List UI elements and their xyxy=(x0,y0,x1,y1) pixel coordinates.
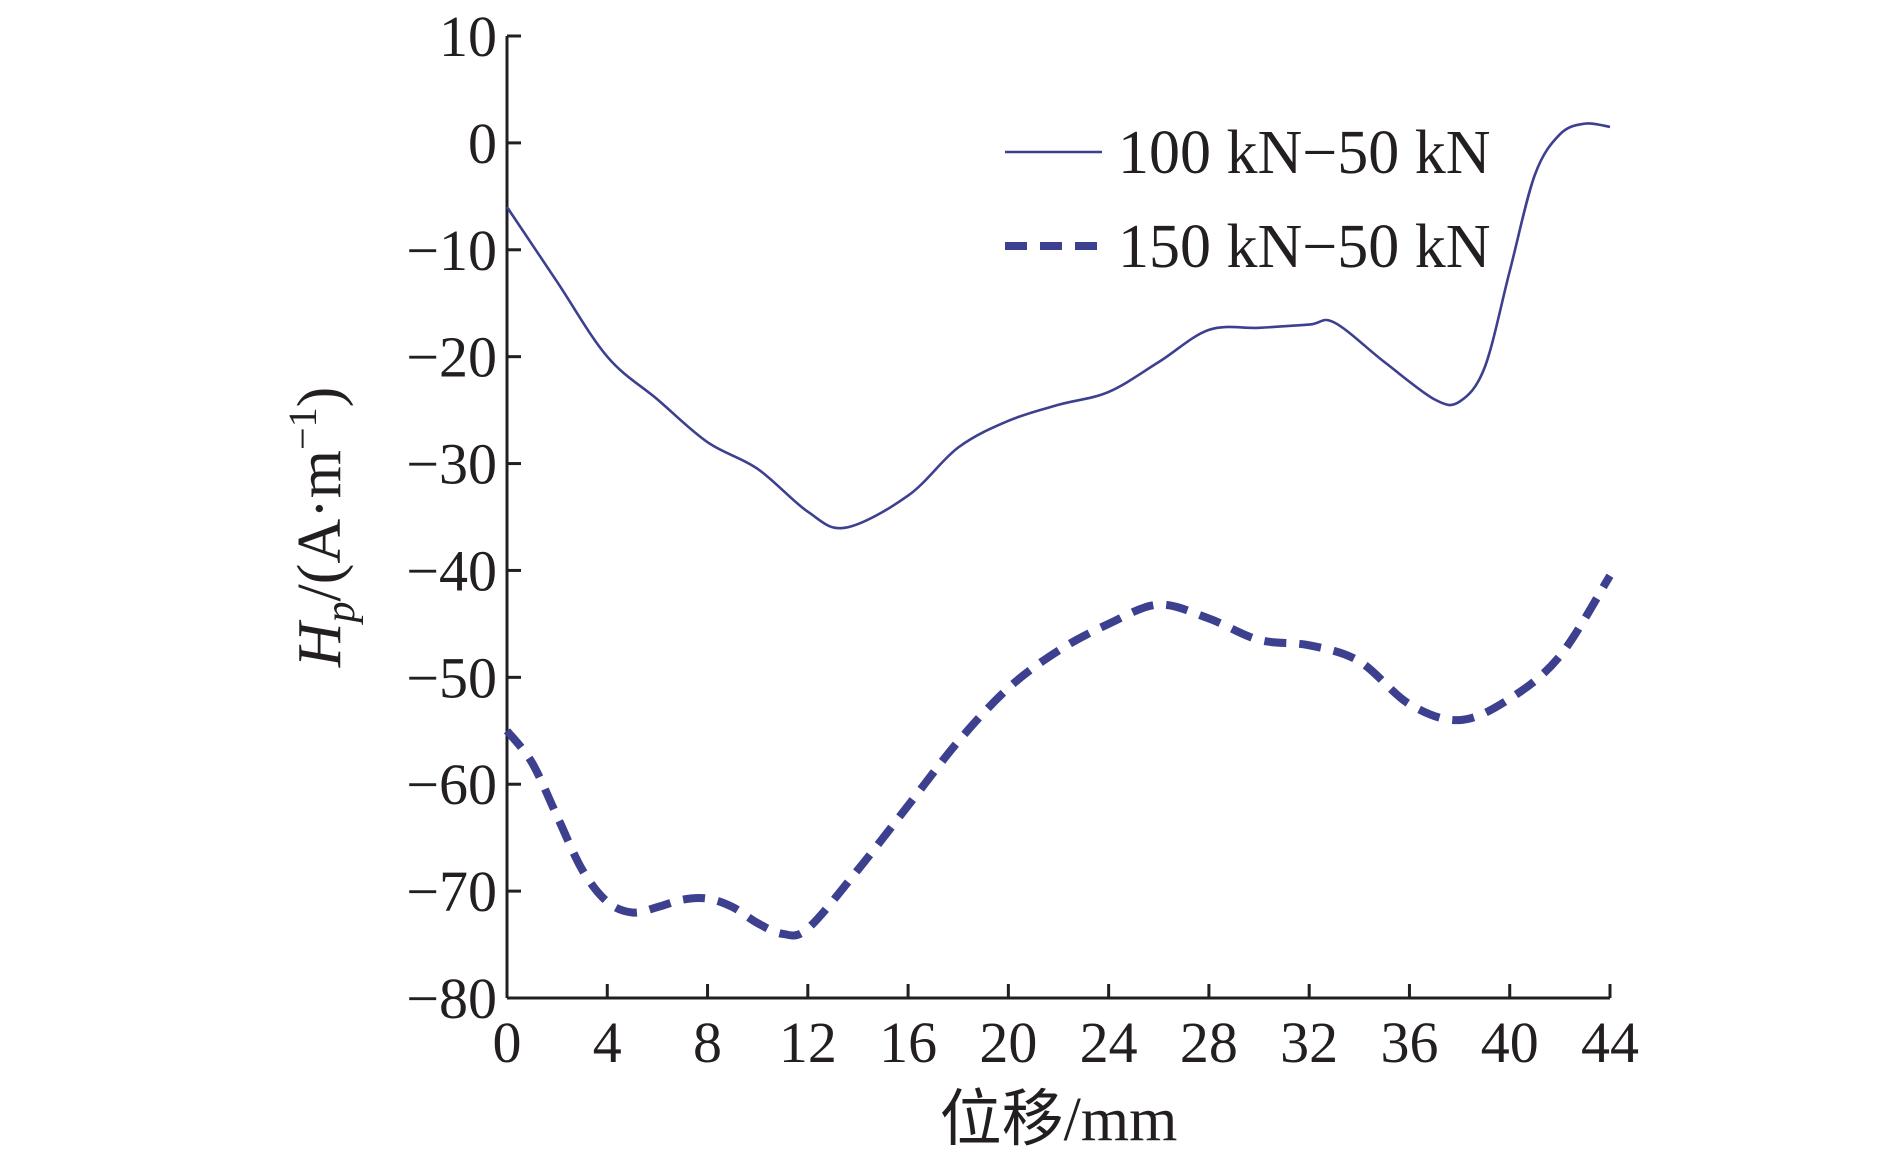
y-label-close-paren: ) xyxy=(286,387,354,408)
x-tick-label: 20 xyxy=(979,1010,1037,1075)
y-tick-label: −70 xyxy=(406,859,497,924)
x-axis-label: 位移/mm xyxy=(940,1086,1178,1154)
series-line-1 xyxy=(505,122,1611,530)
x-ticks: 0 4 8 12 16 20 24 28 32 36 40 44 xyxy=(493,984,1639,1075)
y-label-subscript: p xyxy=(318,601,364,625)
y-tick-label: −20 xyxy=(406,325,497,390)
x-tick-label: 28 xyxy=(1180,1010,1238,1075)
y-label-exponent: −1 xyxy=(280,407,325,450)
x-tick-label: 36 xyxy=(1380,1010,1438,1075)
y-axis-label: Hp/(A·m−1) xyxy=(280,387,364,669)
y-tick-label: 10 xyxy=(439,4,497,69)
series-layer xyxy=(503,122,1614,940)
x-tick-label: 12 xyxy=(779,1010,837,1075)
y-tick-label: −50 xyxy=(406,645,497,710)
series-line-2 xyxy=(503,573,1614,940)
x-tick-label: 44 xyxy=(1581,1010,1639,1075)
x-tick-label: 8 xyxy=(693,1010,722,1075)
x-tick-label: 16 xyxy=(879,1010,937,1075)
y-tick-label: −60 xyxy=(406,752,497,817)
x-tick-label: 0 xyxy=(493,1010,522,1075)
y-tick-label: −10 xyxy=(406,218,497,283)
legend-label-1: 100 kN−50 kN xyxy=(1118,119,1491,187)
legend: 100 kN−50 kN 150 kN−50 kN xyxy=(1005,119,1491,281)
y-label-symbol: H xyxy=(286,619,354,668)
y-tick-label: −80 xyxy=(406,966,497,1031)
x-tick-label: 40 xyxy=(1481,1010,1539,1075)
y-tick-label: −40 xyxy=(406,538,497,603)
x-tick-label: 32 xyxy=(1280,1010,1338,1075)
axes xyxy=(505,36,1610,1000)
y-tick-label: −30 xyxy=(406,432,497,497)
x-tick-label: 24 xyxy=(1080,1010,1138,1075)
legend-label-2: 150 kN−50 kN xyxy=(1118,213,1491,281)
y-tick-label: 0 xyxy=(468,111,497,176)
y-ticks: 10 0 −10 −20 −30 −40 −50 −60 −70 −80 xyxy=(406,4,521,1031)
x-tick-label: 4 xyxy=(593,1010,622,1075)
y-label-unit: /(A·m xyxy=(286,450,354,602)
